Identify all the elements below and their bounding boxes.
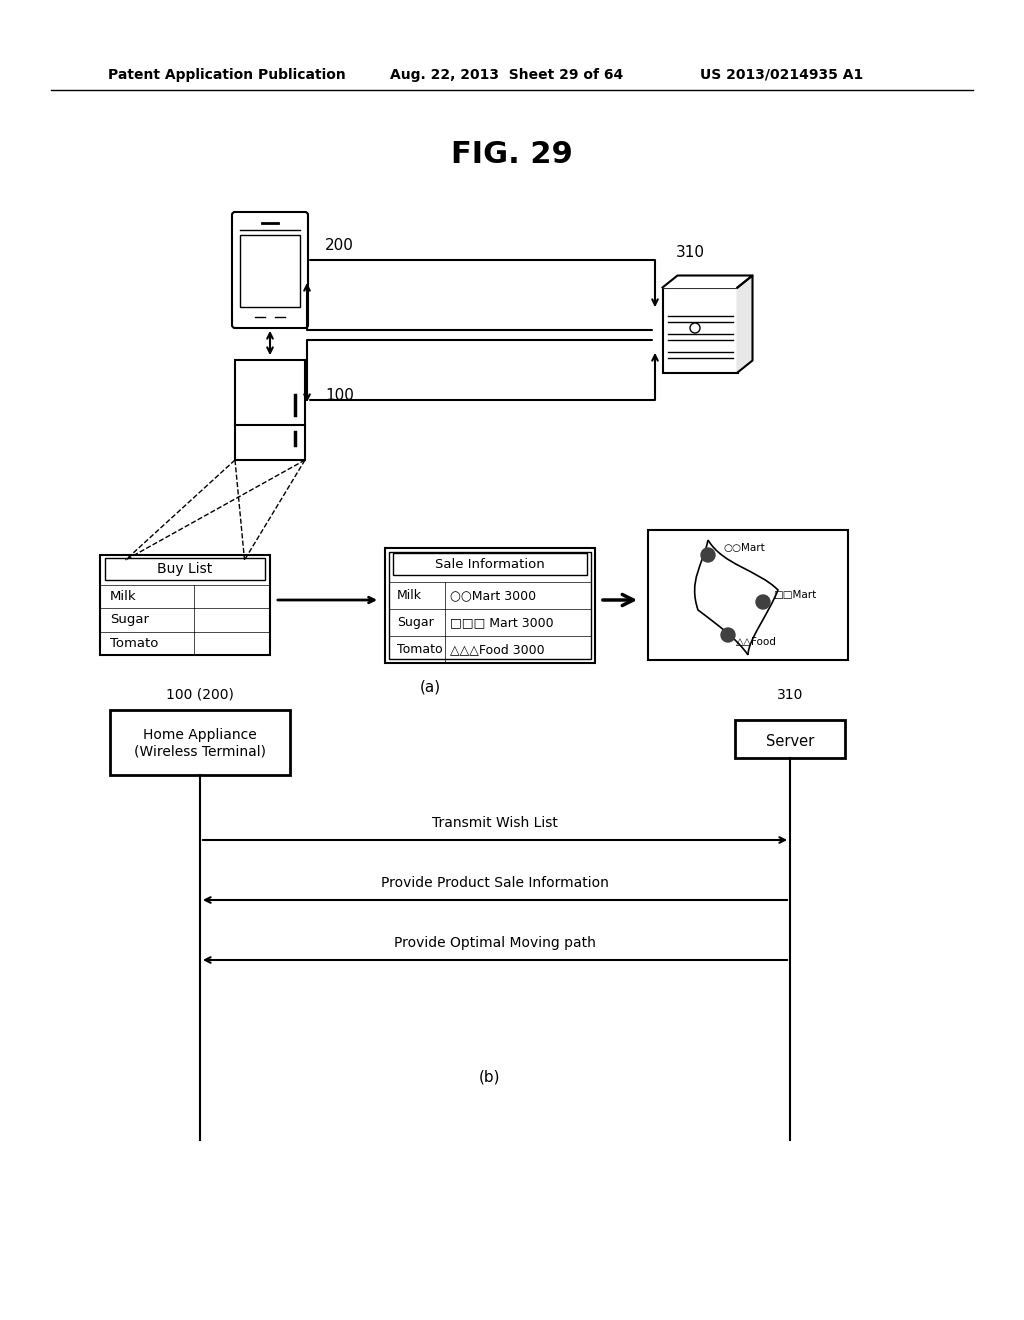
Polygon shape	[737, 276, 753, 372]
Text: Provide Optimal Moving path: Provide Optimal Moving path	[394, 936, 596, 950]
Bar	[389, 552, 591, 659]
FancyBboxPatch shape	[232, 213, 308, 327]
Text: ○○Mart 3000: ○○Mart 3000	[450, 589, 537, 602]
Text: Tomato: Tomato	[397, 643, 442, 656]
Bar	[663, 288, 737, 372]
Text: Sugar: Sugar	[397, 616, 434, 630]
Text: Transmit Wish List: Transmit Wish List	[432, 816, 558, 830]
Text: Sugar: Sugar	[110, 614, 150, 627]
Text: Provide Product Sale Information: Provide Product Sale Information	[381, 876, 609, 890]
Text: 310: 310	[676, 246, 705, 260]
Text: US 2013/0214935 A1: US 2013/0214935 A1	[700, 69, 863, 82]
FancyBboxPatch shape	[110, 710, 290, 775]
Text: △△△Food 3000: △△△Food 3000	[450, 643, 545, 656]
Text: ○○Mart: ○○Mart	[723, 543, 765, 553]
Bar	[648, 531, 848, 660]
Bar	[393, 553, 587, 576]
Text: Buy List: Buy List	[158, 562, 213, 576]
Circle shape	[721, 628, 735, 642]
Circle shape	[701, 548, 715, 562]
Circle shape	[756, 595, 770, 609]
Text: 100: 100	[325, 388, 354, 403]
Text: Server: Server	[766, 734, 814, 750]
Text: (a): (a)	[420, 680, 440, 696]
Text: □□□ Mart 3000: □□□ Mart 3000	[450, 616, 554, 630]
Text: 200: 200	[325, 238, 354, 252]
Text: (b): (b)	[479, 1071, 501, 1085]
Text: Patent Application Publication: Patent Application Publication	[108, 69, 346, 82]
FancyBboxPatch shape	[240, 235, 300, 308]
Text: Tomato: Tomato	[110, 636, 159, 649]
Text: Milk: Milk	[397, 589, 422, 602]
Bar	[105, 558, 265, 579]
Text: 310: 310	[777, 688, 803, 702]
Text: 100 (200): 100 (200)	[166, 688, 233, 702]
Circle shape	[690, 323, 700, 333]
Text: Home Appliance
(Wireless Terminal): Home Appliance (Wireless Terminal)	[134, 727, 266, 758]
Text: FIG. 29: FIG. 29	[451, 140, 573, 169]
FancyBboxPatch shape	[735, 719, 845, 758]
Bar	[234, 360, 305, 459]
Text: △△Food: △△Food	[736, 638, 777, 647]
Text: Aug. 22, 2013  Sheet 29 of 64: Aug. 22, 2013 Sheet 29 of 64	[390, 69, 624, 82]
Text: Milk: Milk	[110, 590, 136, 603]
Text: Sale Information: Sale Information	[435, 557, 545, 570]
Polygon shape	[663, 276, 753, 288]
FancyBboxPatch shape	[385, 548, 595, 663]
Text: □□Mart: □□Mart	[773, 590, 816, 601]
FancyBboxPatch shape	[100, 554, 270, 655]
